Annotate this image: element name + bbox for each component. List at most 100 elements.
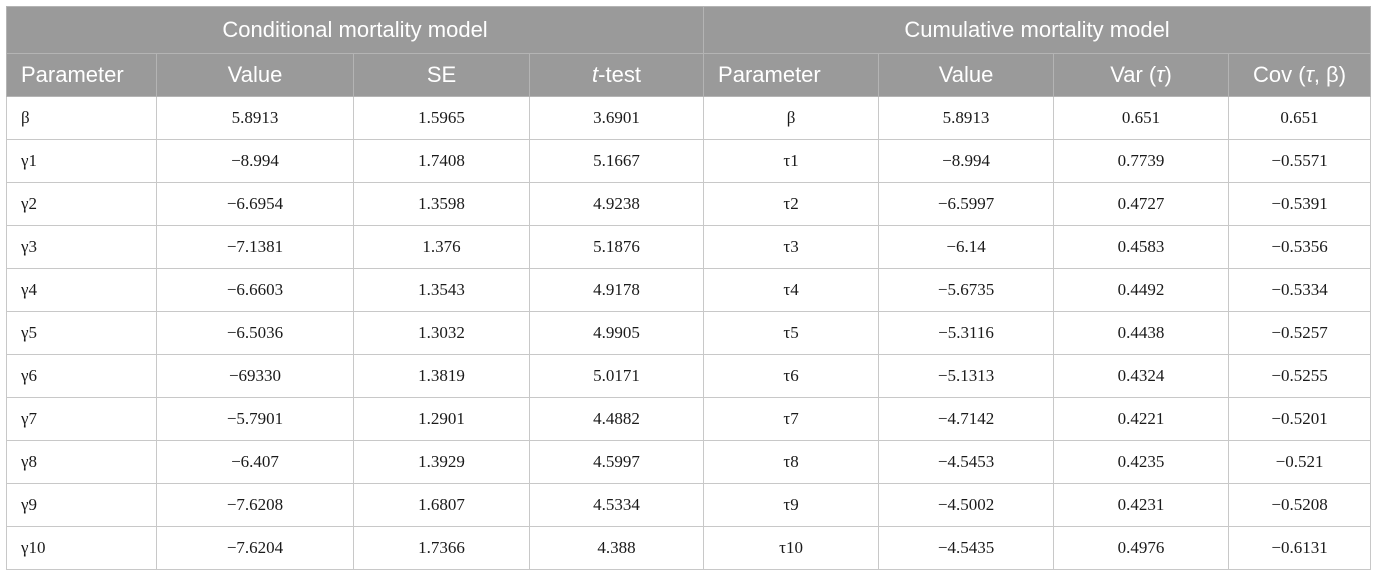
table-cell: −4.5453 [878, 440, 1055, 484]
table-cell: 0.7739 [1053, 139, 1230, 183]
table-cell: 0.4235 [1053, 440, 1230, 484]
table-cell: −5.6735 [878, 268, 1055, 312]
table-cell: 1.3819 [353, 354, 530, 398]
table-cell: 4.9238 [528, 182, 705, 226]
table-cell: −7.6204 [156, 526, 354, 570]
results-table: Conditional mortality model Cumulative m… [5, 6, 1372, 570]
table-cell: 0.4976 [1053, 526, 1230, 570]
column-header-value-cumulative: Value [878, 53, 1055, 97]
table-cell: γ3 [6, 225, 157, 269]
group-header-conditional: Conditional mortality model [5, 6, 705, 54]
table-cell: 1.5965 [353, 96, 530, 140]
column-header-symbol: τ [1305, 62, 1314, 87]
table-cell: 1.2901 [353, 397, 530, 441]
table-cell: 0.651 [1053, 96, 1230, 140]
table-cell: 0.4492 [1053, 268, 1230, 312]
table-cell: −0.5391 [1228, 182, 1372, 226]
table-cell: −5.1313 [878, 354, 1055, 398]
table-row: γ1 −8.994 1.7408 5.1667 τ1 −8.994 0.7739 −0.557… [6, 139, 1372, 183]
table-row: γ4 −6.6603 1.3543 4.9178 τ4 −5.6735 0.4492 −0.5… [6, 268, 1372, 312]
table-cell: τ9 [703, 483, 880, 527]
table-cell: 3.6901 [528, 96, 705, 140]
column-header-text: Var ( [1110, 62, 1157, 87]
column-header-symbol: τ [1156, 62, 1165, 87]
column-header-row: Parameter Value SE t-test Parameter Value Var … [6, 53, 1372, 97]
table-cell: −6.5997 [878, 182, 1055, 226]
table-cell: −0.5571 [1228, 139, 1372, 183]
column-header-value-conditional: Value [156, 53, 354, 97]
table-cell: γ10 [6, 526, 157, 570]
table-cell: 4.9905 [528, 311, 705, 355]
table-row: γ10 −7.6204 1.7366 4.388 τ10 −4.5435 0.4976 −0.… [6, 526, 1372, 570]
column-header-text: SE [426, 62, 457, 87]
table-cell: τ5 [703, 311, 880, 355]
table-cell: τ7 [703, 397, 880, 441]
table-cell: 1.3543 [353, 268, 530, 312]
table-cell: γ5 [6, 311, 157, 355]
table-header: Conditional mortality model Cumulative m… [5, 6, 1372, 97]
table-row: γ3 −7.1381 1.376 5.1876 τ3 −6.14 0.4583 −0.5356 [6, 225, 1372, 269]
table-cell: −7.6208 [156, 483, 354, 527]
table-cell: −6.6954 [156, 182, 354, 226]
table-cell: β [6, 96, 157, 140]
column-header-symbol: t [592, 62, 599, 87]
table-row: γ6 −69330 1.3819 5.0171 τ6 −5.1313 0.4324 −0.52… [6, 354, 1372, 398]
table-cell: −4.5435 [878, 526, 1055, 570]
table-cell: −0.5208 [1228, 483, 1372, 527]
table-cell: 0.4727 [1053, 182, 1230, 226]
table-cell: −0.5356 [1228, 225, 1372, 269]
table-cell: −4.7142 [878, 397, 1055, 441]
table-cell: 0.651 [1228, 96, 1372, 140]
table-cell: 5.0171 [528, 354, 705, 398]
column-header-var-tau-cumulative: Var (τ) [1053, 53, 1230, 97]
table-cell: −8.994 [156, 139, 354, 183]
table-cell: −5.7901 [156, 397, 354, 441]
column-header-se-conditional: SE [353, 53, 530, 97]
table-cell: τ3 [703, 225, 880, 269]
table-cell: 1.7408 [353, 139, 530, 183]
table-cell: −0.5334 [1228, 268, 1372, 312]
table-cell: 4.5997 [528, 440, 705, 484]
table-cell: γ2 [6, 182, 157, 226]
table-cell: 4.5334 [528, 483, 705, 527]
column-header-text: Cov ( [1253, 62, 1306, 87]
table-cell: 1.6807 [353, 483, 530, 527]
table-cell: 0.4231 [1053, 483, 1230, 527]
table-cell: 4.388 [528, 526, 705, 570]
table-cell: 5.8913 [156, 96, 354, 140]
table-row: γ7 −5.7901 1.2901 4.4882 τ7 −4.7142 0.4221 −0.5… [6, 397, 1372, 441]
table-cell: 5.1876 [528, 225, 705, 269]
column-header-text: Value [938, 62, 994, 87]
table-row: γ5 −6.5036 1.3032 4.9905 τ5 −5.3116 0.4438 −0.5… [6, 311, 1372, 355]
column-header-suffix: ) [1164, 62, 1172, 87]
table-cell: −0.5201 [1228, 397, 1372, 441]
group-header-row: Conditional mortality model Cumulative m… [5, 6, 1372, 54]
table-cell: 5.1667 [528, 139, 705, 183]
table-cell: −0.5255 [1228, 354, 1372, 398]
table-cell: γ7 [6, 397, 157, 441]
table-cell: −5.3116 [878, 311, 1055, 355]
table-cell: τ10 [703, 526, 880, 570]
column-header-parameter-cumulative: Parameter [703, 53, 880, 97]
table-cell: τ8 [703, 440, 880, 484]
column-header-suffix: -test [598, 62, 641, 87]
table-cell: γ8 [6, 440, 157, 484]
table-row: β 5.8913 1.5965 3.6901 β 5.8913 0.651 0.651 [6, 96, 1372, 140]
table-cell: γ9 [6, 483, 157, 527]
table-cell: 5.8913 [878, 96, 1055, 140]
table-cell: β [703, 96, 880, 140]
table-cell: −6.6603 [156, 268, 354, 312]
table-row: γ9 −7.6208 1.6807 4.5334 τ9 −4.5002 0.4231 −0.5… [6, 483, 1372, 527]
table-cell: 1.3032 [353, 311, 530, 355]
table-cell: 4.4882 [528, 397, 705, 441]
table-cell: τ2 [703, 182, 880, 226]
table-cell: −0.521 [1228, 440, 1372, 484]
table-cell: τ4 [703, 268, 880, 312]
column-header-suffix: , β) [1313, 62, 1347, 87]
table-cell: 1.3929 [353, 440, 530, 484]
table-cell: 4.9178 [528, 268, 705, 312]
table-cell: τ1 [703, 139, 880, 183]
table-cell: γ1 [6, 139, 157, 183]
table-cell: 1.3598 [353, 182, 530, 226]
table-cell: 1.7366 [353, 526, 530, 570]
